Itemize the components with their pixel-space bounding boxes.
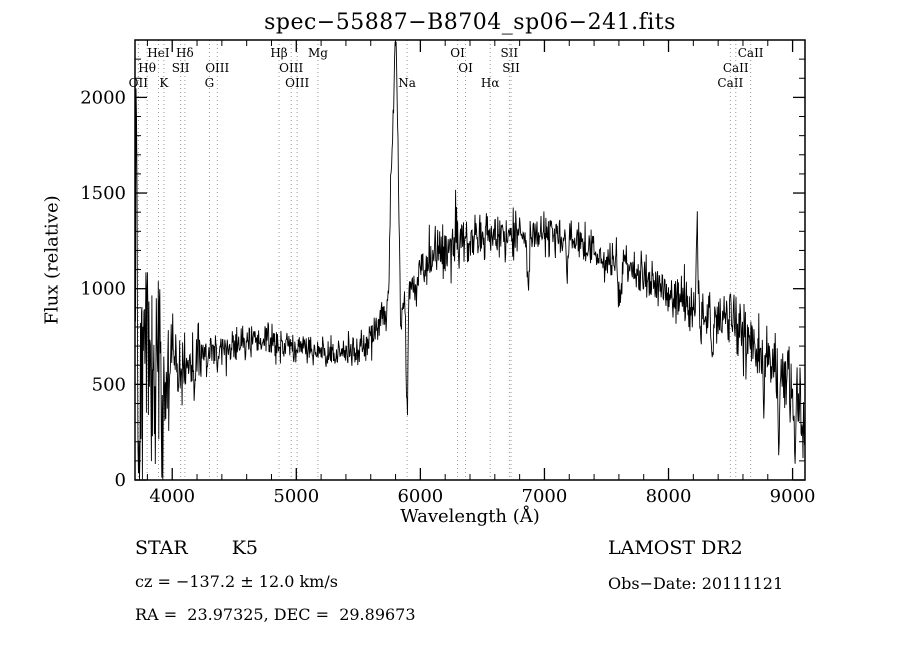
object-subclass: K5: [231, 537, 258, 559]
marker-label-CaII: CaII: [723, 61, 749, 75]
y-axis-label: Flux (relative): [41, 195, 63, 325]
x-tick-label: 5000: [273, 486, 319, 507]
plot-frame: [134, 39, 806, 481]
marker-label-Hδ: Hδ: [176, 46, 194, 60]
ra-dec-value: RA = 23.97325, DEC = 29.89673: [135, 605, 416, 624]
x-tick-label: 7000: [522, 486, 568, 507]
y-tick-label: 0: [115, 470, 126, 491]
marker-label-Na: Na: [398, 76, 416, 90]
marker-label-SII: SII: [172, 61, 190, 75]
y-tick-label: 2000: [80, 87, 126, 108]
page-title: spec−55887−B8704_sp06−241.fits: [264, 10, 676, 35]
marker-label-CaII: CaII: [717, 76, 743, 90]
marker-label-OI: OI: [458, 61, 473, 75]
object-class-line: STAR K5: [135, 537, 258, 559]
marker-label-SII: SII: [500, 46, 518, 60]
obs-date: Obs−Date: 20111121: [608, 574, 784, 593]
y-tick-label: 1500: [80, 183, 126, 204]
marker-label-SII: SII: [502, 61, 520, 75]
x-tick-label: 9000: [770, 486, 816, 507]
marker-label-Hα: Hα: [481, 76, 500, 90]
spectrum-line: [134, 41, 806, 480]
spectrum: [134, 41, 806, 480]
marker-label-OI: OI: [450, 46, 465, 60]
marker-label-Hθ: Hθ: [138, 61, 156, 75]
x-tick-label: 6000: [397, 486, 443, 507]
y-tick-label: 1000: [80, 279, 126, 300]
x-axis-label: Wavelength (Å): [400, 506, 540, 527]
marker-label-CaII: CaII: [738, 46, 764, 60]
marker-label-OIII: OIII: [285, 76, 309, 90]
marker-label-OIII: OIII: [205, 61, 229, 75]
marker-label-Hβ: Hβ: [270, 46, 287, 60]
axes: 4000 5000 6000 7000 8000 9000 0 500 1000 1500 2000: [80, 39, 816, 507]
spectral-line-markers: OIIHθHeIKSIIHδGOIIIHβOIIIOIIIMgNaOIOIHαS…: [129, 40, 764, 480]
marker-label-OII: OII: [129, 76, 149, 90]
x-tick-label: 8000: [646, 486, 692, 507]
object-class: STAR: [135, 537, 188, 559]
marker-label-G: G: [205, 76, 215, 90]
survey-label: LAMOST DR2: [608, 537, 743, 559]
marker-label-K: K: [159, 76, 169, 90]
marker-label-OIII: OIII: [279, 61, 303, 75]
y-tick-label: 500: [92, 374, 126, 395]
cz-value: cz = −137.2 ± 12.0 km/s: [135, 572, 338, 591]
marker-label-HeI: HeI: [147, 46, 170, 60]
x-tick-label: 4000: [149, 486, 195, 507]
marker-label-Mg: Mg: [308, 46, 328, 60]
